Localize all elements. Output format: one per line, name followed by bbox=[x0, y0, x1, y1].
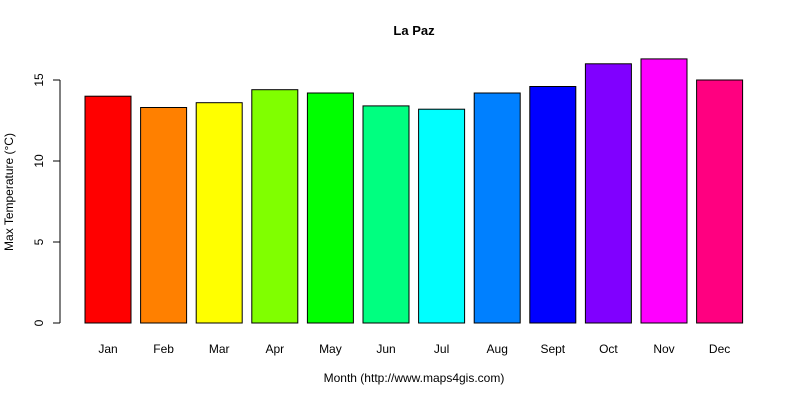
y-tick-label: 15 bbox=[32, 73, 46, 87]
bar-jul bbox=[418, 108, 466, 324]
x-tick-label: Dec bbox=[709, 342, 730, 356]
y-tick-label: 0 bbox=[32, 319, 46, 326]
bar-jun bbox=[362, 105, 410, 324]
x-tick-label: Jul bbox=[434, 342, 449, 356]
x-tick-label: Sept bbox=[540, 342, 565, 356]
bar-aug bbox=[473, 92, 521, 324]
chart-title: La Paz bbox=[393, 23, 435, 38]
x-tick-label: Mar bbox=[209, 342, 230, 356]
y-axis-label: Max Temperature (°C) bbox=[2, 133, 16, 251]
bar-feb bbox=[140, 107, 188, 324]
x-tick-label: May bbox=[319, 342, 342, 356]
x-tick-label: Jun bbox=[376, 342, 395, 356]
x-tick-label: Aug bbox=[487, 342, 508, 356]
bar-mar bbox=[195, 102, 243, 324]
bars-group bbox=[84, 58, 744, 324]
x-tick-label: Oct bbox=[599, 342, 618, 356]
bar-jan bbox=[84, 95, 132, 324]
x-tick-labels: Jan Feb Mar Apr May Jun Jul Aug Sept Oct Nov Dec bbox=[98, 342, 730, 356]
y-tick-label: 5 bbox=[32, 238, 46, 245]
x-tick-label: Apr bbox=[265, 342, 284, 356]
x-tick-label: Nov bbox=[653, 342, 674, 356]
bar-sept bbox=[529, 86, 577, 324]
x-axis-label: Month (http://www.maps4gis.com) bbox=[324, 371, 505, 385]
bar-dec bbox=[696, 79, 744, 324]
y-axis: 0 5 10 15 bbox=[32, 73, 61, 326]
bar-nov bbox=[640, 58, 688, 324]
x-tick-label: Feb bbox=[153, 342, 174, 356]
bar-apr bbox=[251, 89, 299, 324]
bar-oct bbox=[584, 63, 632, 324]
y-tick-label: 10 bbox=[32, 154, 46, 168]
bar-may bbox=[306, 92, 354, 324]
x-tick-label: Jan bbox=[98, 342, 117, 356]
